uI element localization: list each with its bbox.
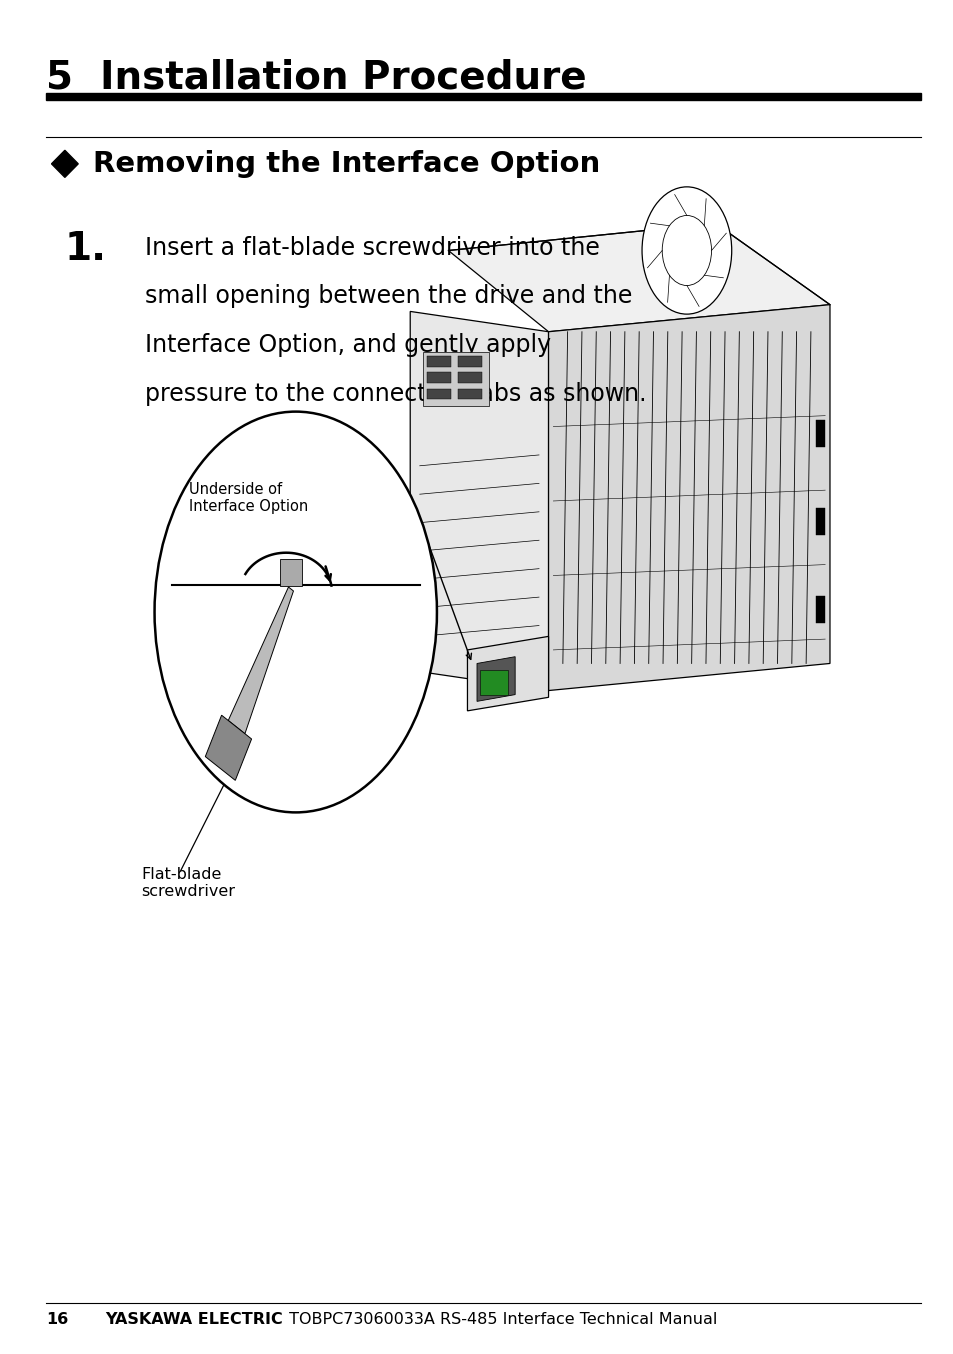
Bar bbox=[815, 596, 824, 623]
Bar bbox=[479, 670, 508, 695]
Bar bbox=[422, 352, 489, 406]
Polygon shape bbox=[410, 311, 548, 691]
Polygon shape bbox=[467, 636, 548, 711]
Polygon shape bbox=[228, 588, 294, 734]
Bar bbox=[457, 372, 481, 383]
Bar bbox=[457, 356, 481, 367]
Text: TOBPC73060033A RS-485 Interface Technical Manual: TOBPC73060033A RS-485 Interface Technica… bbox=[284, 1312, 717, 1327]
Text: small opening between the drive and the: small opening between the drive and the bbox=[145, 284, 632, 309]
Text: Flat-blade
screwdriver: Flat-blade screwdriver bbox=[141, 867, 235, 899]
Bar bbox=[427, 389, 451, 399]
Polygon shape bbox=[476, 657, 515, 701]
Bar bbox=[279, 559, 302, 586]
Polygon shape bbox=[205, 715, 252, 780]
Text: Insert a flat-blade screwdriver into the: Insert a flat-blade screwdriver into the bbox=[145, 236, 599, 260]
Text: 5  Installation Procedure: 5 Installation Procedure bbox=[46, 58, 586, 97]
Bar bbox=[457, 389, 481, 399]
Bar bbox=[46, 92, 920, 99]
Circle shape bbox=[154, 412, 436, 812]
Polygon shape bbox=[548, 305, 829, 691]
Circle shape bbox=[641, 187, 731, 314]
Text: Underside of
Interface Option: Underside of Interface Option bbox=[189, 482, 308, 515]
Text: 16: 16 bbox=[46, 1312, 68, 1327]
Text: Interface Option, and gently apply: Interface Option, and gently apply bbox=[145, 333, 551, 357]
Text: YASKAWA ELECTRIC: YASKAWA ELECTRIC bbox=[105, 1312, 282, 1327]
Text: Removing the Interface Option: Removing the Interface Option bbox=[93, 150, 600, 177]
Text: 1.: 1. bbox=[65, 230, 107, 268]
Bar bbox=[427, 356, 451, 367]
Polygon shape bbox=[51, 150, 78, 177]
Polygon shape bbox=[448, 223, 829, 332]
Bar bbox=[815, 508, 824, 535]
Bar bbox=[427, 372, 451, 383]
Bar bbox=[815, 420, 824, 447]
Text: pressure to the connection tabs as shown.: pressure to the connection tabs as shown… bbox=[145, 382, 646, 406]
